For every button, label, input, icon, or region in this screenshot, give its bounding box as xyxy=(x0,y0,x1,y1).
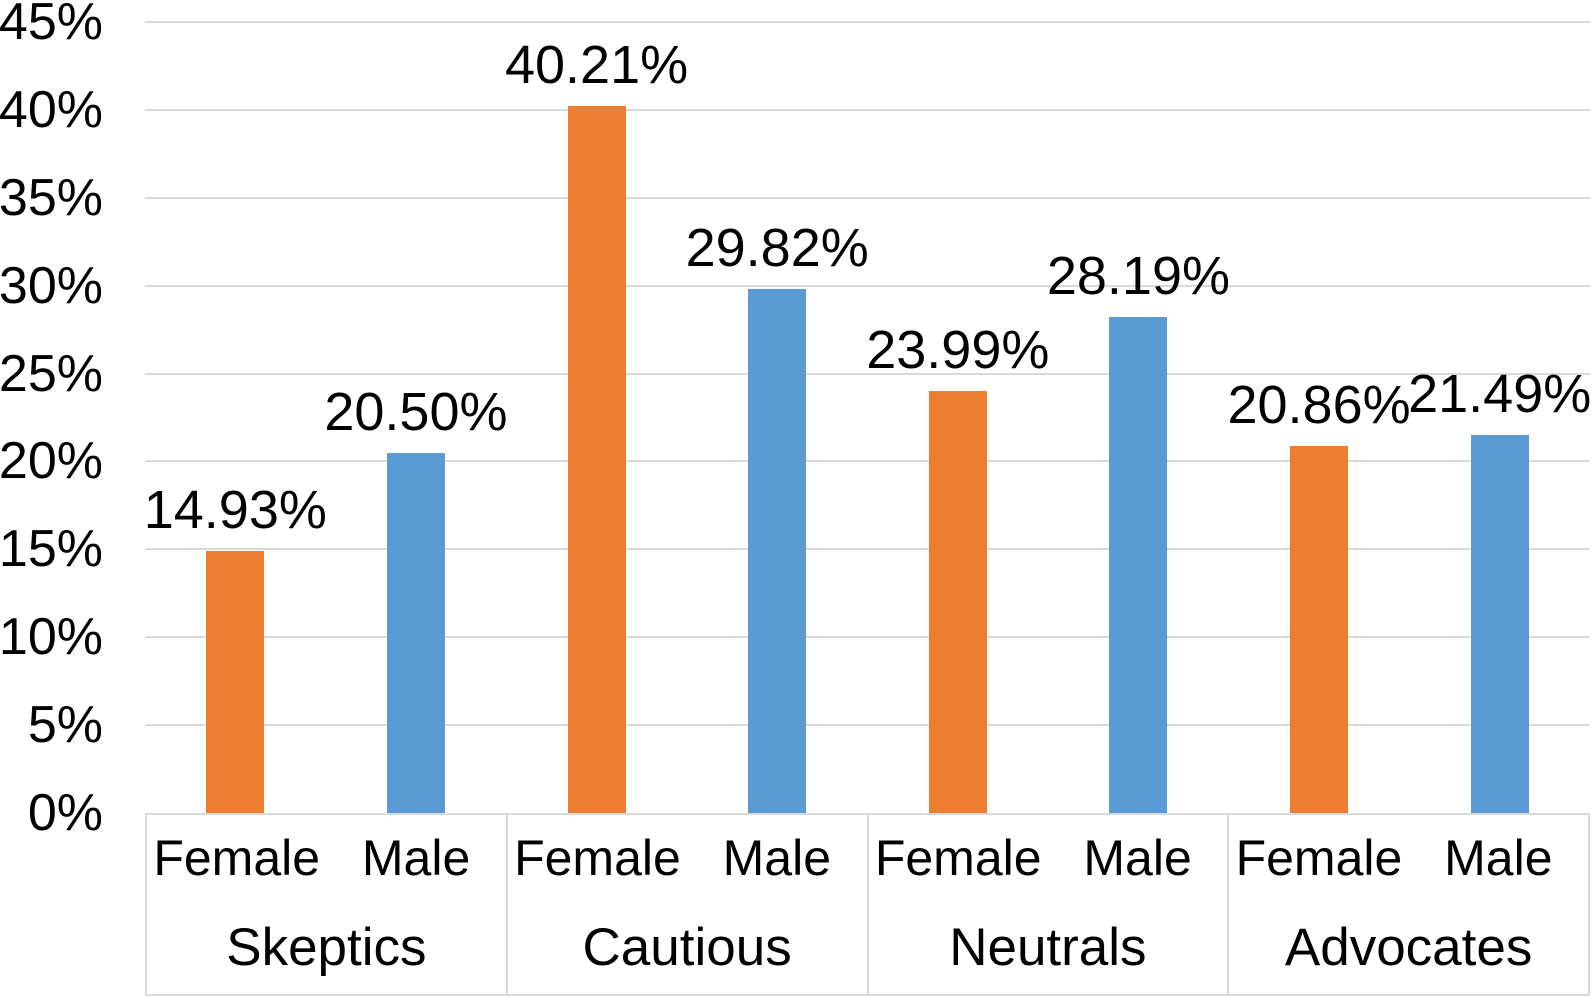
sex-axis-label: Male xyxy=(361,830,471,887)
gridline-40% xyxy=(145,108,1590,111)
bar-value-label: 20.50% xyxy=(324,381,508,442)
gridline-20% xyxy=(145,460,1590,463)
bar-value-label: 28.19% xyxy=(1046,246,1231,307)
y-axis-tick-label: 5% xyxy=(27,696,103,755)
bar-value-label: 20.86% xyxy=(1227,375,1411,436)
bar-advocates-male xyxy=(1470,435,1529,813)
bar-advocates-female xyxy=(1290,446,1349,813)
category-axis-box: Female Male Skeptics Female Male Cautious Fema… xyxy=(145,813,1590,996)
category-group-cautious: Female Male Cautious xyxy=(505,815,867,994)
gridline-45% xyxy=(145,21,1590,23)
bar-cautious-female xyxy=(567,106,626,813)
sex-axis-label: Male xyxy=(1083,830,1192,887)
bar-neutrals-female xyxy=(928,391,987,813)
sex-label-row: Female Male xyxy=(869,815,1228,901)
bar-skeptics-female xyxy=(206,550,265,813)
bar-value-label: 23.99% xyxy=(866,320,1050,381)
bar-value-label: 40.21% xyxy=(504,35,689,96)
bar-skeptics-male xyxy=(386,452,445,813)
category-group-neutrals: Female Male Neutrals xyxy=(866,815,1228,994)
sex-axis-label: Male xyxy=(1444,830,1553,887)
y-axis-tick-label: 30% xyxy=(0,256,103,315)
gridline-10% xyxy=(145,636,1590,639)
sex-axis-label: Female xyxy=(874,830,1042,887)
sex-axis-label: Male xyxy=(722,830,831,887)
bar-value-label: 14.93% xyxy=(143,479,327,540)
group-axis-label: Skeptics xyxy=(226,918,427,978)
bar-value-label: 29.82% xyxy=(685,217,869,278)
y-axis-tick-label: 25% xyxy=(0,344,103,403)
y-axis-tick-label: 15% xyxy=(0,520,103,579)
gridline-15% xyxy=(145,548,1590,551)
sex-label-row: Female Male xyxy=(508,815,867,901)
y-axis-tick-label: 35% xyxy=(0,168,103,227)
bar-value-label: 21.49% xyxy=(1408,364,1592,425)
sex-axis-label: Female xyxy=(514,830,681,887)
gridline-5% xyxy=(145,724,1590,727)
bar-cautious-male xyxy=(748,288,807,813)
y-axis-tick-label: 0% xyxy=(27,784,103,842)
y-axis-tick-label: 40% xyxy=(0,80,103,139)
sex-label-row: Female Male xyxy=(1229,815,1588,901)
sex-label-row: Female Male xyxy=(147,815,506,901)
sex-axis-label: Female xyxy=(153,830,321,887)
group-axis-label: Cautious xyxy=(582,918,792,978)
category-group-skeptics: Female Male Skeptics xyxy=(147,815,506,994)
gridline-30% xyxy=(145,284,1590,287)
y-axis-tick-label: 10% xyxy=(0,608,103,667)
group-axis-label: Advocates xyxy=(1284,918,1533,978)
sex-axis-label: Female xyxy=(1235,830,1403,887)
gridline-35% xyxy=(145,196,1590,199)
y-axis-tick-label: 20% xyxy=(0,432,103,491)
group-axis-label: Neutrals xyxy=(949,918,1147,978)
category-group-advocates: Female Male Advocates xyxy=(1227,815,1588,994)
bar-neutrals-male xyxy=(1109,317,1168,813)
y-axis-tick-label: 45% xyxy=(0,0,103,51)
